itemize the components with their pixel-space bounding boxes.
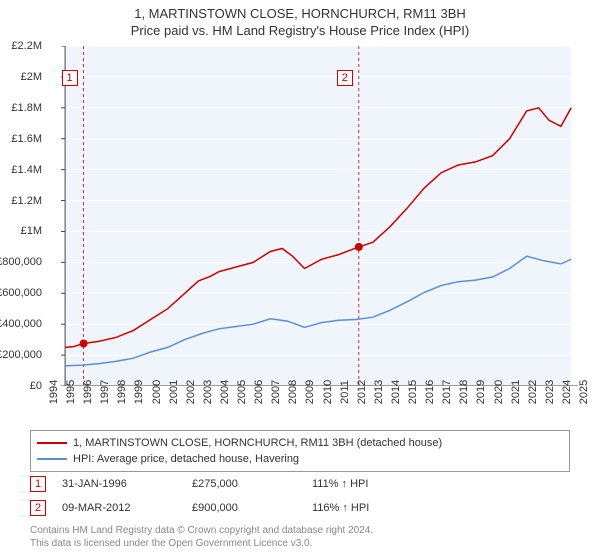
x-tick-label: 1997 [99, 380, 111, 404]
legend-item: HPI: Average price, detached house, Have… [37, 451, 563, 467]
sale-marker-badge: 2 [30, 500, 46, 516]
chart-subtitle: Price paid vs. HM Land Registry's House … [0, 23, 600, 38]
sale-row: 2 09-MAR-2012 £900,000 116% ↑ HPI [30, 500, 570, 516]
legend-swatch [37, 458, 67, 460]
chart-title-block: 1, MARTINSTOWN CLOSE, HORNCHURCH, RM11 3… [0, 0, 600, 38]
y-tick-label: £1.8M [11, 102, 42, 114]
sale-row: 1 31-JAN-1996 £275,000 111% ↑ HPI [30, 476, 570, 492]
chart-plot-area [48, 46, 578, 386]
y-tick-label: £800,000 [0, 256, 42, 268]
x-tick-label: 2019 [475, 380, 487, 404]
legend-label: HPI: Average price, detached house, Have… [73, 453, 299, 465]
x-tick-label: 2024 [561, 380, 573, 404]
footnote-line: Contains HM Land Registry data © Crown c… [30, 524, 373, 537]
x-tick-label: 1995 [65, 380, 77, 404]
chart-title: 1, MARTINSTOWN CLOSE, HORNCHURCH, RM11 3… [0, 6, 600, 21]
x-tick-label: 2022 [527, 380, 539, 404]
chart-marker-badge: 2 [337, 70, 353, 86]
x-tick-label: 2009 [304, 380, 316, 404]
x-tick-label: 2020 [493, 380, 505, 404]
chart-marker-badge: 1 [62, 70, 78, 86]
x-tick-label: 2008 [287, 380, 299, 404]
x-tick-label: 2001 [168, 380, 180, 404]
footnote: Contains HM Land Registry data © Crown c… [30, 524, 373, 550]
x-tick-label: 1996 [82, 380, 94, 404]
sale-ratio: 111% ↑ HPI [312, 478, 432, 490]
x-tick-label: 2018 [458, 380, 470, 404]
x-tick-label: 2003 [202, 380, 214, 404]
sale-date: 31-JAN-1996 [62, 478, 192, 490]
y-tick-label: £1.6M [11, 133, 42, 145]
legend-label: 1, MARTINSTOWN CLOSE, HORNCHURCH, RM11 3… [73, 437, 442, 449]
x-tick-label: 1994 [48, 380, 60, 404]
x-tick-label: 1999 [133, 380, 145, 404]
x-tick-label: 2000 [151, 380, 163, 404]
x-tick-label: 2013 [373, 380, 385, 404]
y-tick-label: £1.4M [11, 164, 42, 176]
x-tick-label: 2023 [544, 380, 556, 404]
chart-container: { "title": "1, MARTINSTOWN CLOSE, HORNCH… [0, 0, 600, 560]
x-tick-label: 2007 [270, 380, 282, 404]
y-tick-label: £2M [21, 71, 42, 83]
x-tick-label: 2014 [390, 380, 402, 404]
x-tick-label: 2005 [236, 380, 248, 404]
legend-item: 1, MARTINSTOWN CLOSE, HORNCHURCH, RM11 3… [37, 435, 563, 451]
x-tick-label: 2006 [253, 380, 265, 404]
x-tick-label: 2015 [407, 380, 419, 404]
y-axis-labels: £0£200,000£400,000£600,000£800,000£1M£1.… [0, 46, 44, 386]
x-tick-label: 2011 [339, 380, 351, 404]
sale-date: 09-MAR-2012 [62, 502, 192, 514]
x-tick-label: 1998 [116, 380, 128, 404]
y-tick-label: £0 [30, 380, 42, 392]
x-axis-labels: 1994199519961997199819992000200120022003… [48, 388, 578, 428]
x-tick-label: 2017 [441, 380, 453, 404]
sale-ratio: 116% ↑ HPI [312, 502, 432, 514]
x-tick-label: 2002 [185, 380, 197, 404]
sale-marker-badge: 1 [30, 476, 46, 492]
x-tick-label: 2012 [356, 380, 368, 404]
legend-swatch [37, 442, 67, 444]
x-tick-label: 2025 [578, 380, 590, 404]
y-tick-label: £1.2M [11, 195, 42, 207]
legend: 1, MARTINSTOWN CLOSE, HORNCHURCH, RM11 3… [30, 430, 570, 472]
y-tick-label: £200,000 [0, 349, 42, 361]
y-tick-label: £2.2M [11, 40, 42, 52]
sale-price: £275,000 [192, 478, 312, 490]
footnote-line: This data is licensed under the Open Gov… [30, 537, 373, 550]
x-tick-label: 2016 [424, 380, 436, 404]
y-tick-label: £1M [21, 225, 42, 237]
y-tick-label: £600,000 [0, 287, 42, 299]
x-tick-label: 2010 [322, 380, 334, 404]
y-tick-label: £400,000 [0, 318, 42, 330]
x-tick-label: 2021 [510, 380, 522, 404]
sale-price: £900,000 [192, 502, 312, 514]
x-tick-label: 2004 [219, 380, 231, 404]
